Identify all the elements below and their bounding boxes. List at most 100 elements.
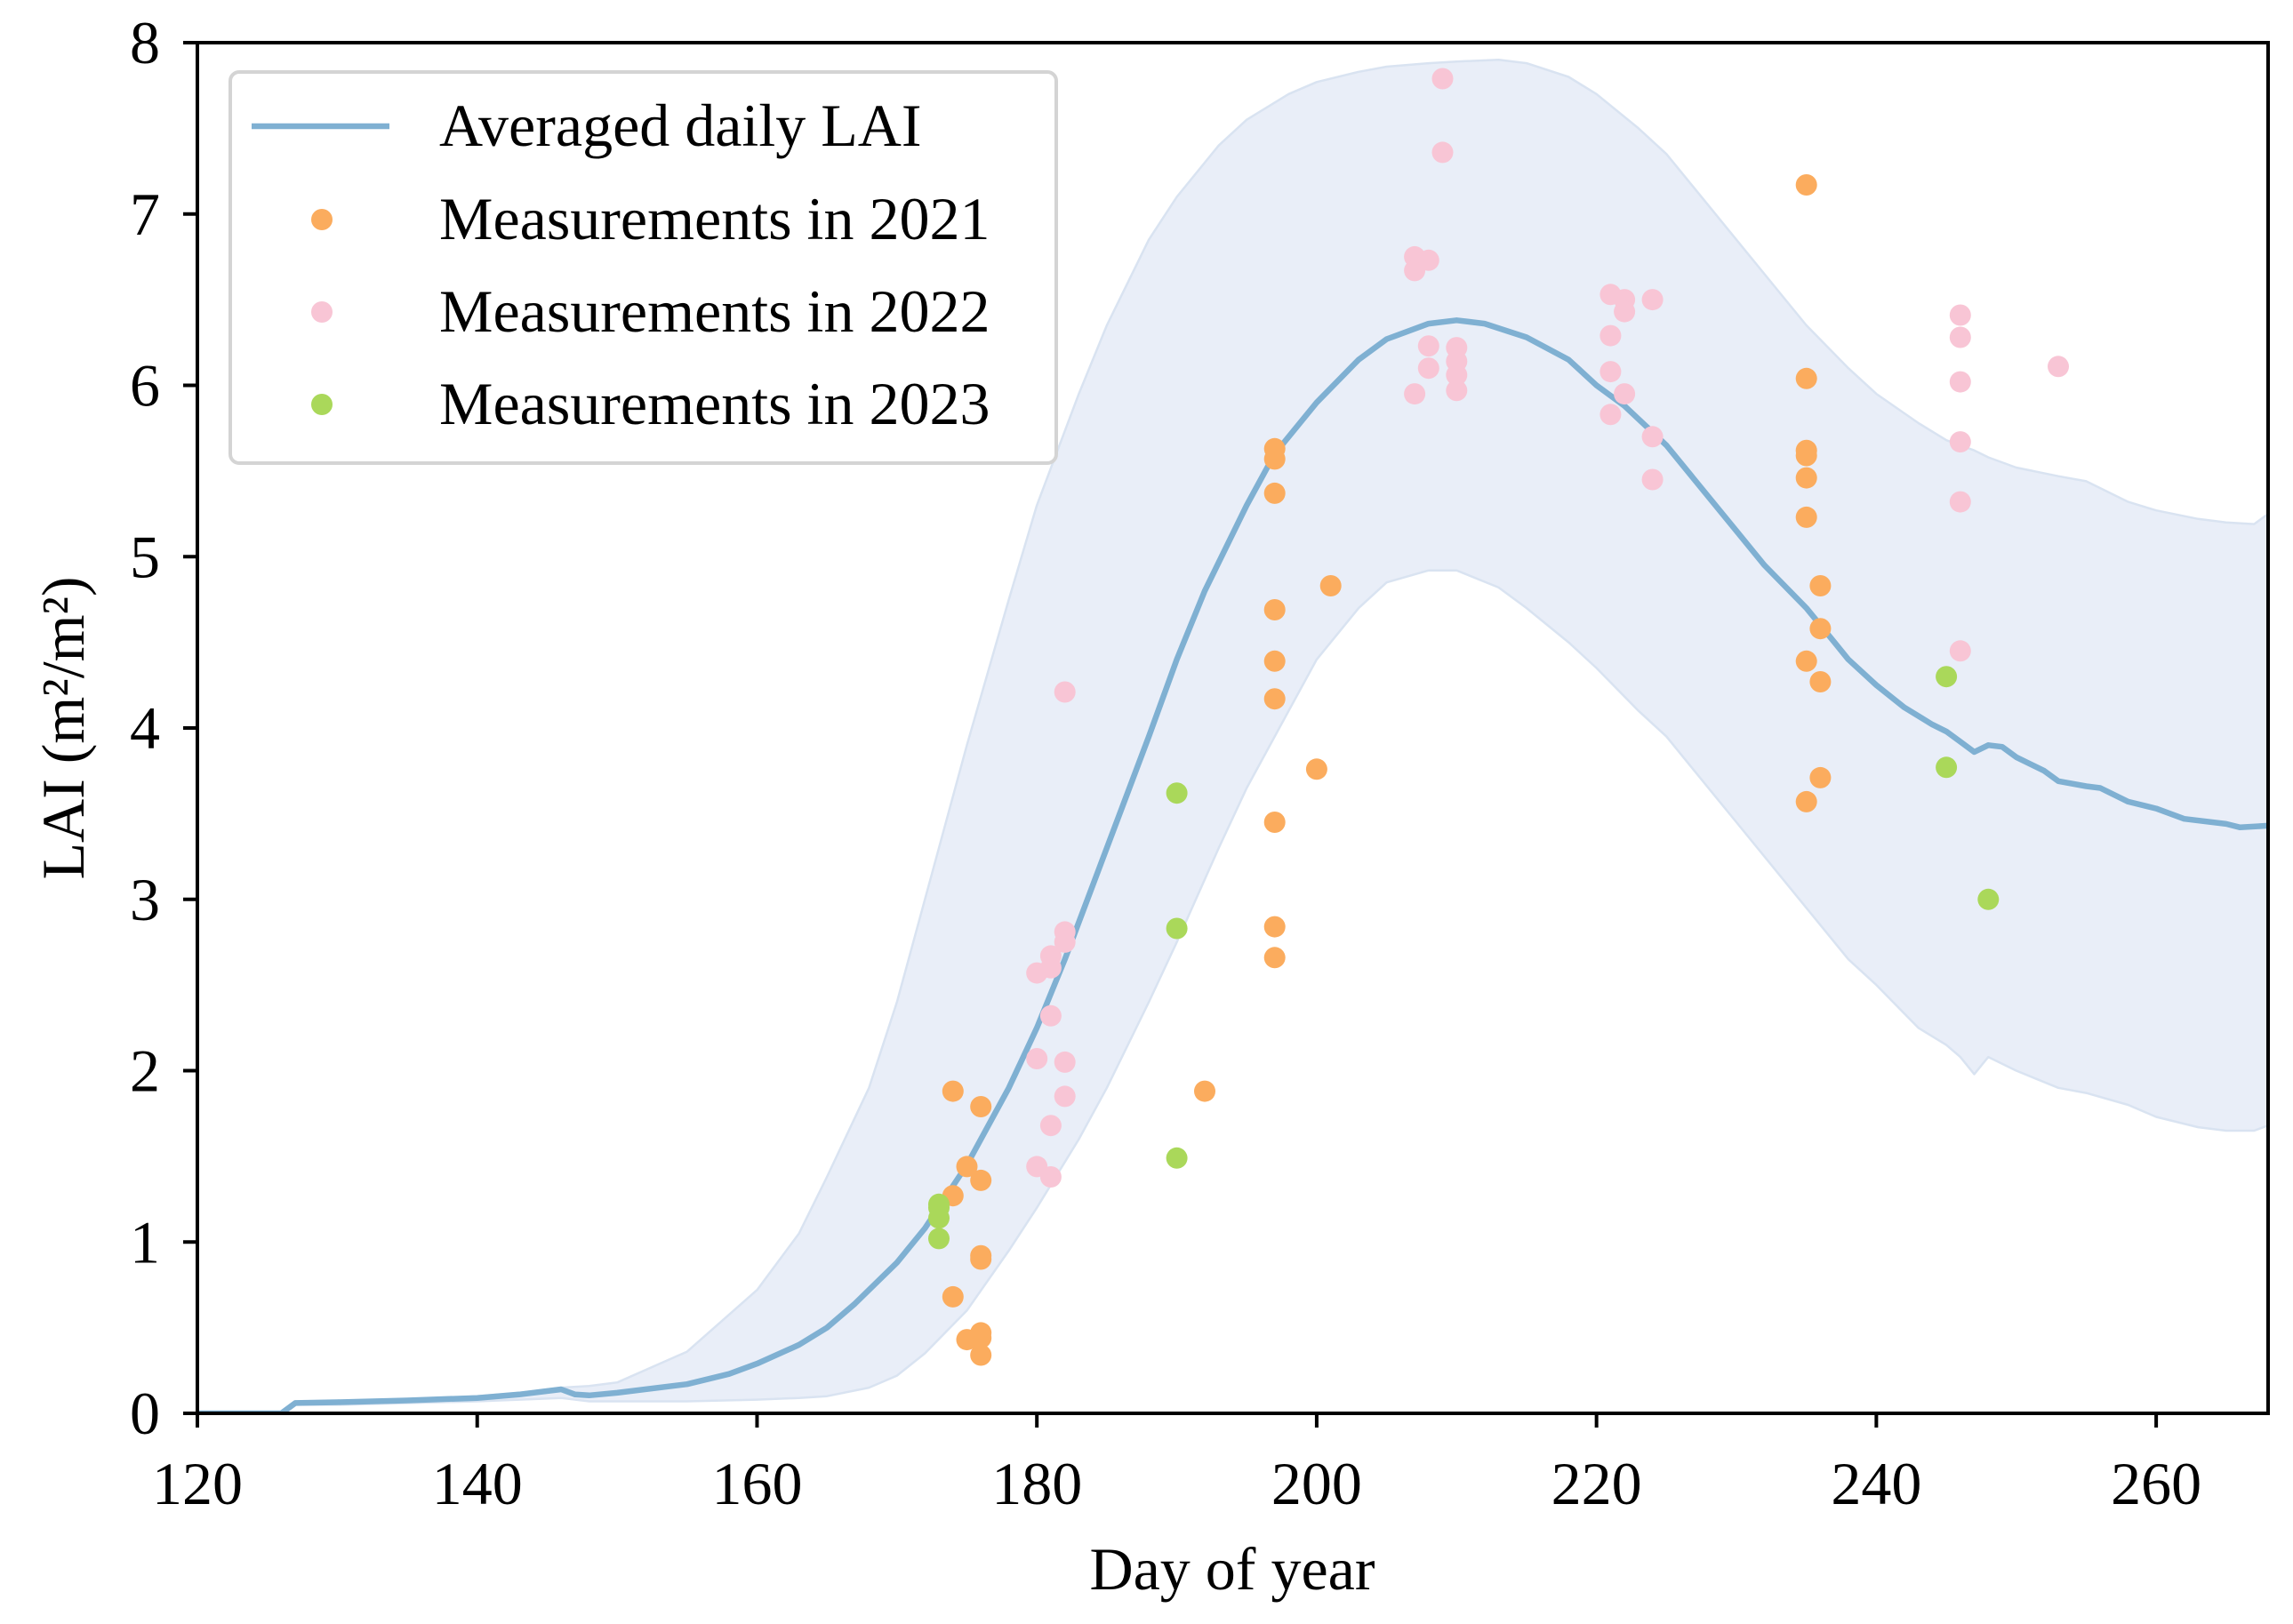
- x-tick-label: 140: [432, 1450, 523, 1517]
- measurement-point-2022: [1039, 1004, 1062, 1027]
- y-tick-label: 3: [130, 866, 160, 933]
- measurement-point-2022: [1614, 300, 1636, 323]
- legend: Averaged daily LAI Measurements in 2021 …: [228, 70, 1058, 465]
- measurement-point-2021: [956, 1156, 978, 1178]
- measurement-point-2022: [1641, 289, 1664, 311]
- measurement-point-2021: [970, 1327, 992, 1349]
- measurement-point-2023: [1166, 1147, 1188, 1169]
- measurement-point-2022: [1599, 404, 1622, 426]
- legend-frame: [228, 70, 1058, 465]
- measurement-point-2021: [1795, 174, 1817, 196]
- legend-marker-2021: [311, 209, 333, 230]
- measurement-point-2022: [1446, 380, 1468, 402]
- x-tick-label: 220: [1551, 1450, 1642, 1517]
- x-tick-label: 180: [991, 1450, 1082, 1517]
- measurement-point-2022: [1431, 68, 1454, 90]
- measurement-point-2023: [1936, 666, 1958, 688]
- measurement-point-2022: [1417, 335, 1439, 357]
- measurement-point-2022: [1054, 931, 1076, 953]
- band-layer: [197, 59, 2268, 1413]
- measurement-point-2022: [1026, 1048, 1048, 1069]
- measurement-point-2022: [1039, 956, 1062, 979]
- measurement-point-2022: [1949, 491, 1971, 513]
- y-tick-label: 7: [130, 180, 160, 248]
- y-tick-label: 4: [130, 694, 160, 762]
- averaged-lai-line: [197, 317, 2268, 1413]
- x-tick-label: 160: [711, 1450, 802, 1517]
- measurement-point-2023: [928, 1207, 950, 1229]
- measurement-point-2021: [1319, 575, 1342, 596]
- measurement-point-2021: [1795, 790, 1817, 812]
- measurement-point-2021: [1194, 1080, 1215, 1102]
- tick-layer: 120 140 160 180 200 220 240 260 0 1 2 3 4 5 6 7 8: [130, 9, 2201, 1517]
- y-tick-label: 8: [130, 9, 160, 76]
- measurement-point-2022: [1949, 431, 1971, 453]
- measurement-point-2021: [1809, 575, 1832, 596]
- y-tick-label: 2: [130, 1037, 160, 1105]
- measurement-point-2021: [942, 1080, 964, 1102]
- measurement-point-2022: [2048, 356, 2069, 378]
- measurement-point-2021: [970, 1248, 992, 1270]
- measurement-point-2022: [1949, 304, 1971, 326]
- measurement-point-2022: [1641, 468, 1664, 491]
- legend-label: Averaged daily LAI: [439, 92, 922, 159]
- legend-marker-2022: [311, 301, 333, 323]
- measurement-point-2022: [1599, 361, 1622, 383]
- y-axis-label: LAI (m²/m²): [29, 576, 97, 879]
- y-tick-label: 0: [130, 1380, 160, 1447]
- lai-range-band: [197, 59, 2268, 1413]
- legend-label: Measurements in 2023: [439, 370, 990, 437]
- measurement-point-2023: [928, 1228, 950, 1250]
- measurement-point-2023: [1166, 917, 1188, 940]
- measurement-point-2021: [970, 1344, 992, 1366]
- measurement-point-2022: [1404, 383, 1426, 405]
- measurement-point-2023: [1166, 782, 1188, 804]
- x-tick-label: 260: [2111, 1450, 2201, 1517]
- measurement-point-2022: [1446, 364, 1468, 386]
- measurement-point-2021: [970, 1096, 992, 1117]
- measurement-point-2023: [1936, 756, 1958, 779]
- measurement-point-2021: [942, 1285, 964, 1308]
- measurement-point-2021: [1795, 506, 1817, 528]
- measurement-point-2021: [1809, 671, 1832, 692]
- measurement-point-2022: [1614, 383, 1636, 405]
- measurement-point-2021: [1263, 599, 1286, 620]
- measurement-point-2022: [1417, 249, 1439, 271]
- measurement-point-2021: [1795, 467, 1817, 489]
- x-axis-label: Day of year: [1090, 1535, 1375, 1603]
- measurement-point-2022: [1039, 1166, 1062, 1188]
- measurement-point-2021: [970, 1169, 992, 1191]
- measurement-point-2021: [1263, 448, 1286, 470]
- y-tick-label: 5: [130, 523, 160, 590]
- measurement-point-2022: [1431, 141, 1454, 164]
- y-tick-label: 6: [130, 352, 160, 420]
- point-layer: [928, 68, 2069, 1366]
- measurement-point-2021: [1263, 688, 1286, 710]
- legend-marker-2023: [311, 394, 333, 415]
- measurement-point-2022: [1949, 640, 1971, 662]
- measurement-point-2021: [1795, 650, 1817, 672]
- x-tick-label: 240: [1831, 1450, 1921, 1517]
- legend-label: Measurements in 2022: [439, 277, 990, 345]
- legend-label: Measurements in 2021: [439, 185, 990, 252]
- measurement-point-2021: [1263, 812, 1286, 833]
- measurement-point-2023: [1977, 888, 2000, 910]
- measurement-point-2022: [1039, 1115, 1062, 1137]
- measurement-point-2021: [1263, 916, 1286, 938]
- y-tick-label: 1: [130, 1208, 160, 1276]
- measurement-point-2021: [1263, 650, 1286, 672]
- measurement-point-2021: [1263, 947, 1286, 969]
- measurement-point-2021: [1809, 618, 1832, 640]
- measurement-point-2021: [1809, 766, 1832, 788]
- measurement-point-2022: [1949, 326, 1971, 348]
- measurement-point-2022: [1599, 324, 1622, 347]
- measurement-point-2022: [1417, 357, 1439, 380]
- measurement-point-2021: [1305, 758, 1327, 780]
- measurement-point-2022: [1641, 426, 1664, 448]
- x-tick-label: 120: [152, 1450, 243, 1517]
- line-layer: [197, 317, 2268, 1413]
- measurement-point-2022: [1054, 1085, 1076, 1108]
- measurement-point-2021: [1795, 367, 1817, 389]
- measurement-point-2021: [1263, 482, 1286, 504]
